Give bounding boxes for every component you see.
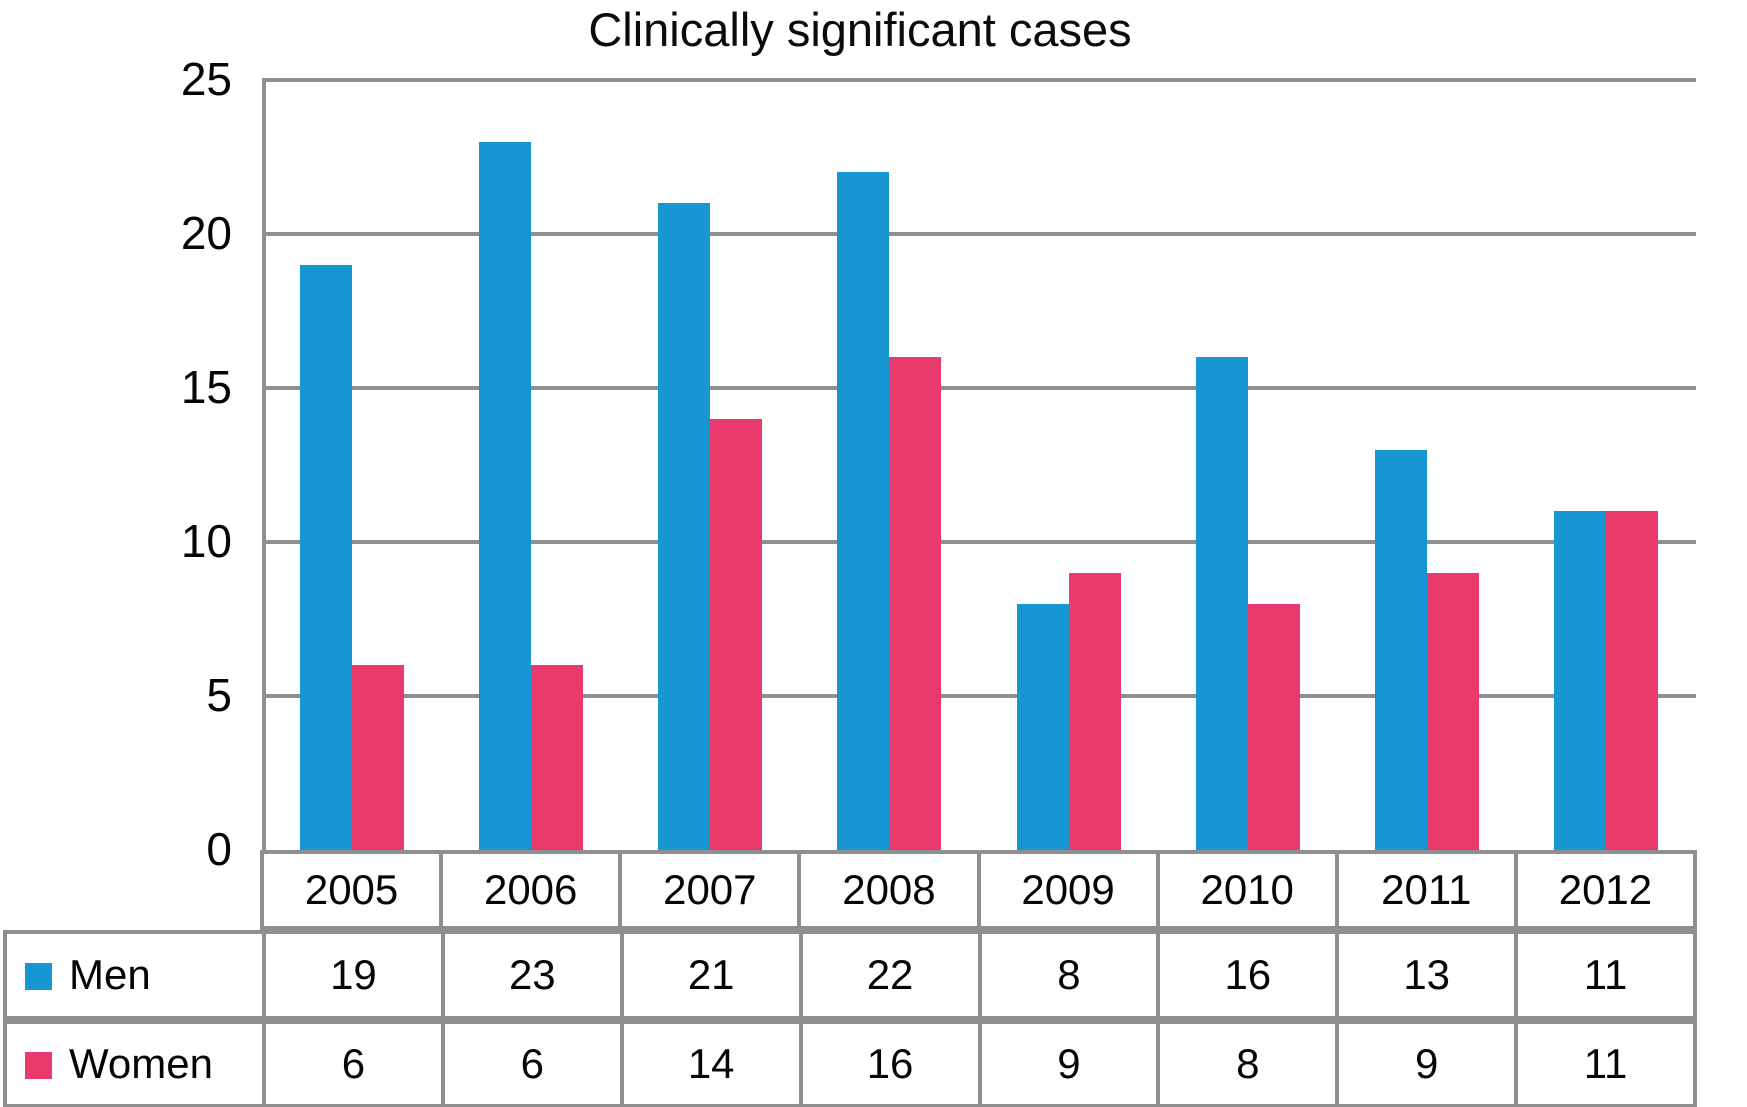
women-value-cell-2009: 9 xyxy=(977,1020,1161,1107)
women-value-cell-2008: 16 xyxy=(798,1020,982,1107)
bar-men-2005 xyxy=(299,264,352,850)
men-value-cell-2011: 13 xyxy=(1335,930,1519,1020)
bar-men-2010 xyxy=(1195,357,1248,850)
y-axis-tick-label: 10 xyxy=(180,514,232,567)
bar-men-2012 xyxy=(1554,511,1607,850)
legend-cell-men: Men xyxy=(3,930,266,1020)
year-cell-2007: 2007 xyxy=(618,850,802,930)
gridline-y-25 xyxy=(262,78,1696,82)
bar-women-2006 xyxy=(530,665,583,850)
year-cell-2008: 2008 xyxy=(797,850,981,930)
men-value-cell-2012: 11 xyxy=(1514,930,1697,1020)
women-value-cell-2007: 14 xyxy=(619,1020,803,1107)
gridline-y-5 xyxy=(262,694,1696,698)
women-value-cell-2012: 11 xyxy=(1514,1020,1697,1107)
bar-women-2008 xyxy=(889,357,942,850)
bar-women-2005 xyxy=(351,665,404,850)
women-data-row: Women 6 6 14 16 9 8 9 11 xyxy=(3,1020,1697,1107)
year-cell-2005: 2005 xyxy=(259,850,444,930)
bar-women-2007 xyxy=(710,418,763,850)
data-table: 2005 2006 2007 2008 2009 2010 2011 2012 Men 19 23 2… xyxy=(3,850,1698,1107)
year-header-row: 2005 2006 2007 2008 2009 2010 2011 2012 xyxy=(3,850,1698,930)
series-label-women: Women xyxy=(69,1040,213,1087)
women-value-cell-2005: 6 xyxy=(262,1020,445,1107)
legend-cell-women: Women xyxy=(3,1020,266,1107)
women-value-cell-2006: 6 xyxy=(440,1020,624,1107)
gridline-y-10 xyxy=(262,540,1696,544)
year-cell-2009: 2009 xyxy=(976,850,1160,930)
men-value-cell-2005: 19 xyxy=(262,930,445,1020)
men-value-cell-2009: 8 xyxy=(977,930,1161,1020)
bar-men-2008 xyxy=(837,172,890,850)
bar-women-2011 xyxy=(1427,572,1480,850)
men-value-cell-2008: 22 xyxy=(798,930,982,1020)
year-cell-2011: 2011 xyxy=(1334,850,1518,930)
men-series-swatch-icon xyxy=(25,963,52,990)
year-cell-2006: 2006 xyxy=(439,850,623,930)
women-value-cell-2010: 8 xyxy=(1156,1020,1340,1107)
men-value-cell-2010: 16 xyxy=(1156,930,1340,1020)
women-value-cell-2011: 9 xyxy=(1335,1020,1519,1107)
y-axis-tick-label: 25 xyxy=(180,52,232,105)
bar-men-2007 xyxy=(658,203,711,850)
bar-women-2009 xyxy=(1068,572,1121,850)
men-data-row: Men 19 23 21 22 8 16 13 11 xyxy=(3,930,1697,1020)
men-value-cell-2006: 23 xyxy=(440,930,624,1020)
y-axis-tick-label: 5 xyxy=(206,668,232,721)
empty-corner-cell xyxy=(3,852,262,928)
gridline-y-15 xyxy=(262,386,1696,390)
bar-women-2010 xyxy=(1247,603,1300,850)
bar-women-2012 xyxy=(1606,511,1659,850)
chart-title: Clinically significant cases xyxy=(588,3,1132,56)
gridline-y-20 xyxy=(262,232,1696,236)
year-cell-2010: 2010 xyxy=(1155,850,1339,930)
y-axis-line xyxy=(262,80,266,850)
men-value-cell-2007: 21 xyxy=(619,930,803,1020)
series-label-men: Men xyxy=(69,951,151,998)
bar-men-2011 xyxy=(1375,449,1428,850)
bar-men-2006 xyxy=(478,141,531,850)
y-axis-tick-label: 15 xyxy=(180,360,232,413)
bar-men-2009 xyxy=(1016,603,1069,850)
y-axis-tick-label: 0 xyxy=(206,822,232,875)
year-cell-2012: 2012 xyxy=(1513,850,1698,930)
women-series-swatch-icon xyxy=(25,1052,52,1079)
y-axis-tick-label: 20 xyxy=(180,206,232,259)
